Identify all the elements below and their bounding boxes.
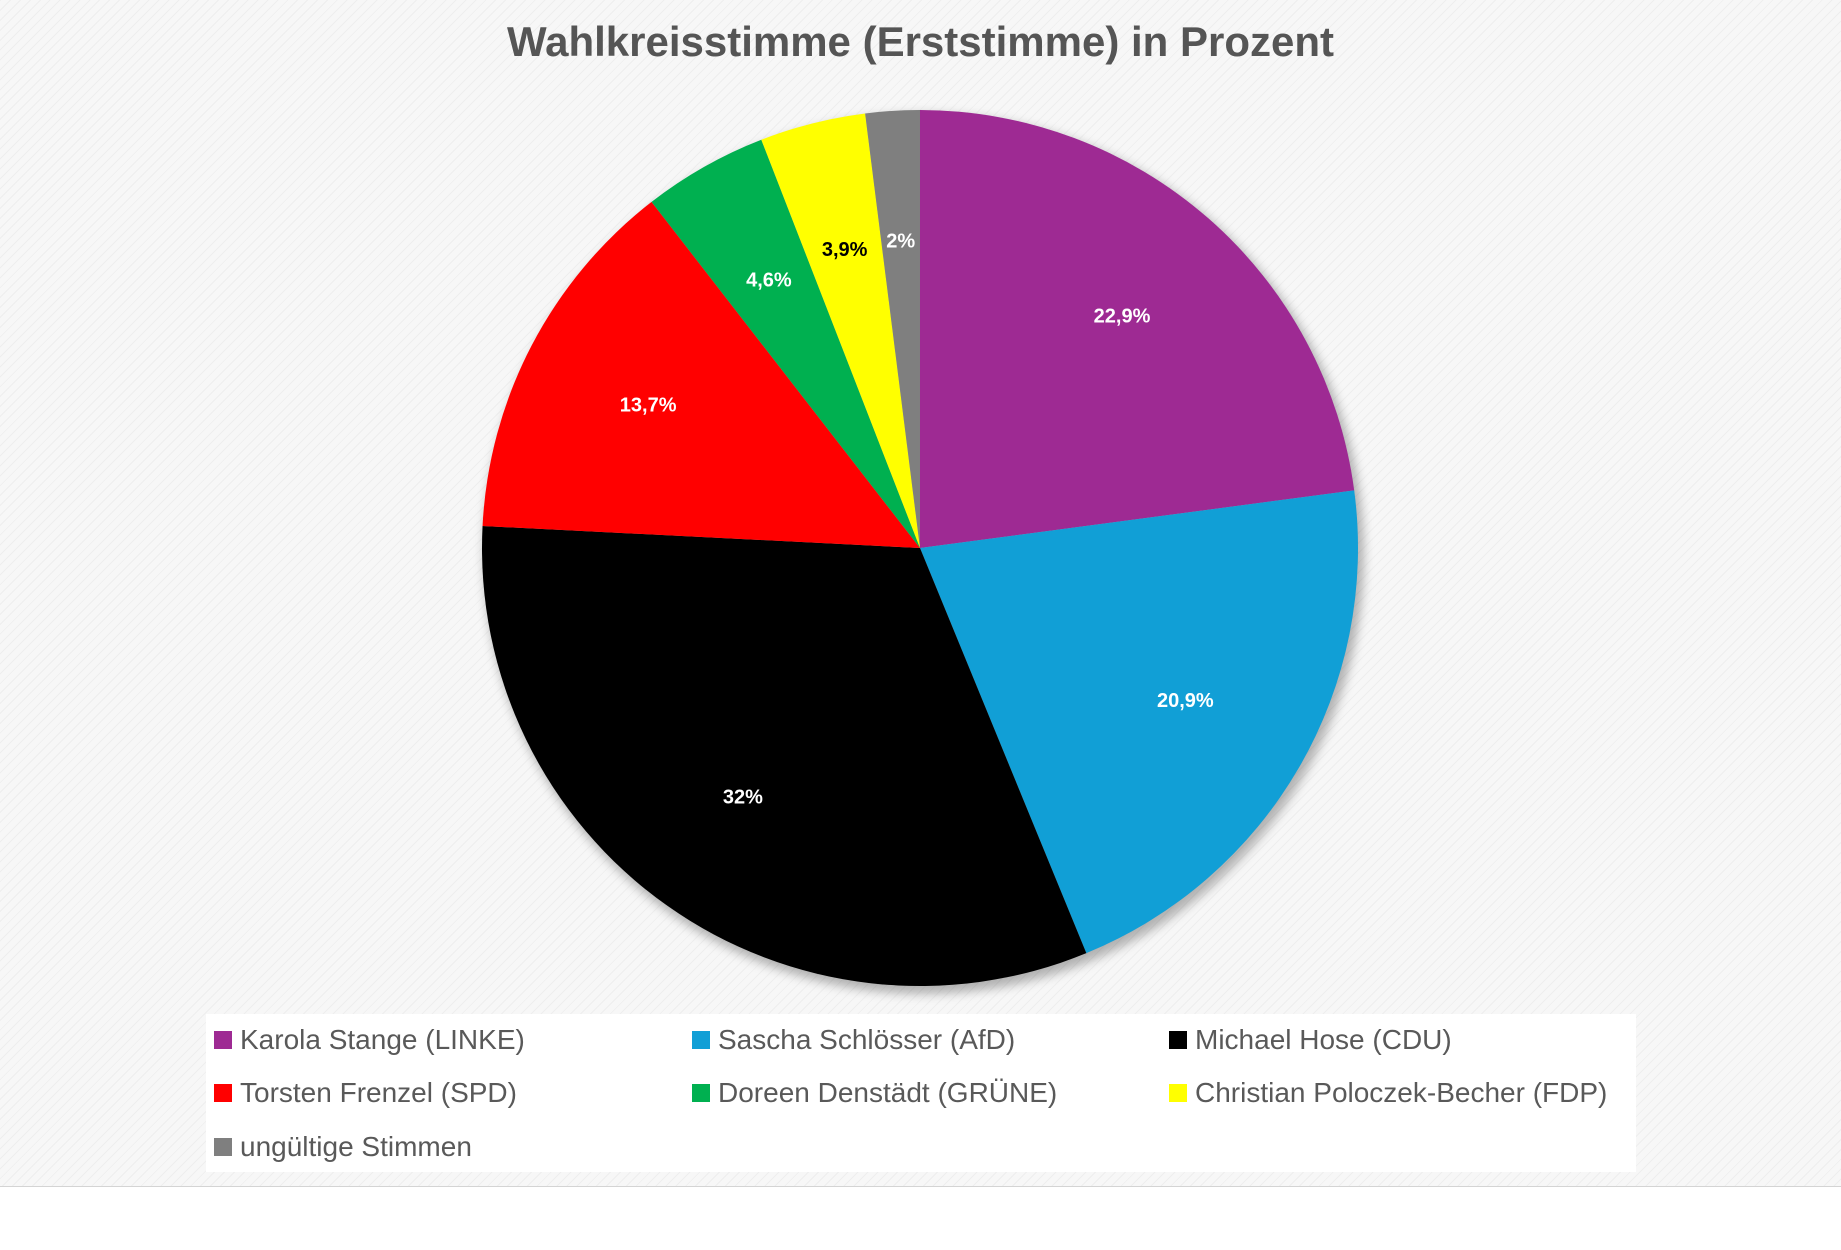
- legend-item-spd: Torsten Frenzel (SPD): [214, 1077, 517, 1109]
- legend-item-linke: Karola Stange (LINKE): [214, 1024, 525, 1056]
- legend-swatch-linke: [214, 1031, 232, 1049]
- pie-slice-doreen-denstädt-grüne: [651, 139, 920, 548]
- legend-item-cdu: Michael Hose (CDU): [1169, 1024, 1452, 1056]
- legend-swatch-fdp: [1169, 1084, 1187, 1102]
- data-label-ungültige-stimmen: 2%: [886, 230, 915, 252]
- data-label-karola-stange-linke: 22,9%: [1094, 306, 1151, 328]
- pie-slice-michael-hose-cdu: [482, 525, 1087, 986]
- pie-chart: 22,9% 20,9% 32% 13,7% 4,6% 3,9% 2%: [482, 110, 1364, 994]
- pie-slice-christian-poloczek-becher-fdp: [761, 113, 920, 548]
- legend-label-linke: Karola Stange (LINKE): [240, 1024, 525, 1055]
- data-label-michael-hose-cdu: 32%: [723, 787, 763, 809]
- legend-label-cdu: Michael Hose (CDU): [1195, 1024, 1452, 1055]
- legend-item-ungueltig: ungültige Stimmen: [214, 1131, 472, 1163]
- data-label-christian-poloczek-becher-fdp: 3,9%: [822, 239, 868, 261]
- data-label-torsten-frenzel-spd: 13,7%: [620, 395, 677, 417]
- legend-item-gruene: Doreen Denstädt (GRÜNE): [692, 1077, 1057, 1109]
- pie-slice-sascha-schlösser-afd: [920, 490, 1359, 954]
- legend-label-afd: Sascha Schlösser (AfD): [718, 1024, 1016, 1055]
- pie-slice-karola-stange-linke: [920, 110, 1355, 548]
- pie-data-labels: 22,9% 20,9% 32% 13,7% 4,6% 3,9% 2%: [620, 230, 1214, 808]
- pie-slices: [482, 110, 1359, 986]
- legend-label-fdp: Christian Poloczek-Becher (FDP): [1195, 1077, 1608, 1108]
- legend-swatch-ungueltig: [214, 1138, 232, 1156]
- legend-label-gruene: Doreen Denstädt (GRÜNE): [718, 1077, 1058, 1108]
- legend-swatch-gruene: [692, 1084, 710, 1102]
- legend-label-spd: Torsten Frenzel (SPD): [240, 1077, 517, 1108]
- legend-label-ungueltig: ungültige Stimmen: [240, 1131, 472, 1162]
- legend-swatch-spd: [214, 1084, 232, 1102]
- pie-slice-ungültige-stimmen: [865, 110, 920, 548]
- data-label-doreen-denstädt-grüne: 4,6%: [746, 269, 792, 291]
- legend-item-afd: Sascha Schlösser (AfD): [692, 1024, 1015, 1056]
- legend: Karola Stange (LINKE) Sascha Schlösser (…: [206, 1014, 1636, 1172]
- data-label-sascha-schlösser-afd: 20,9%: [1157, 690, 1214, 712]
- chart-title: Wahlkreisstimme (Erststimme) in Prozent: [507, 18, 1334, 65]
- legend-swatch-cdu: [1169, 1031, 1187, 1049]
- legend-item-fdp: Christian Poloczek-Becher (FDP): [1169, 1077, 1607, 1109]
- pie-slice-torsten-frenzel-spd: [482, 201, 920, 548]
- legend-swatch-afd: [692, 1031, 710, 1049]
- chart-area: Wahlkreisstimme (Erststimme) in Prozent …: [0, 0, 1841, 1187]
